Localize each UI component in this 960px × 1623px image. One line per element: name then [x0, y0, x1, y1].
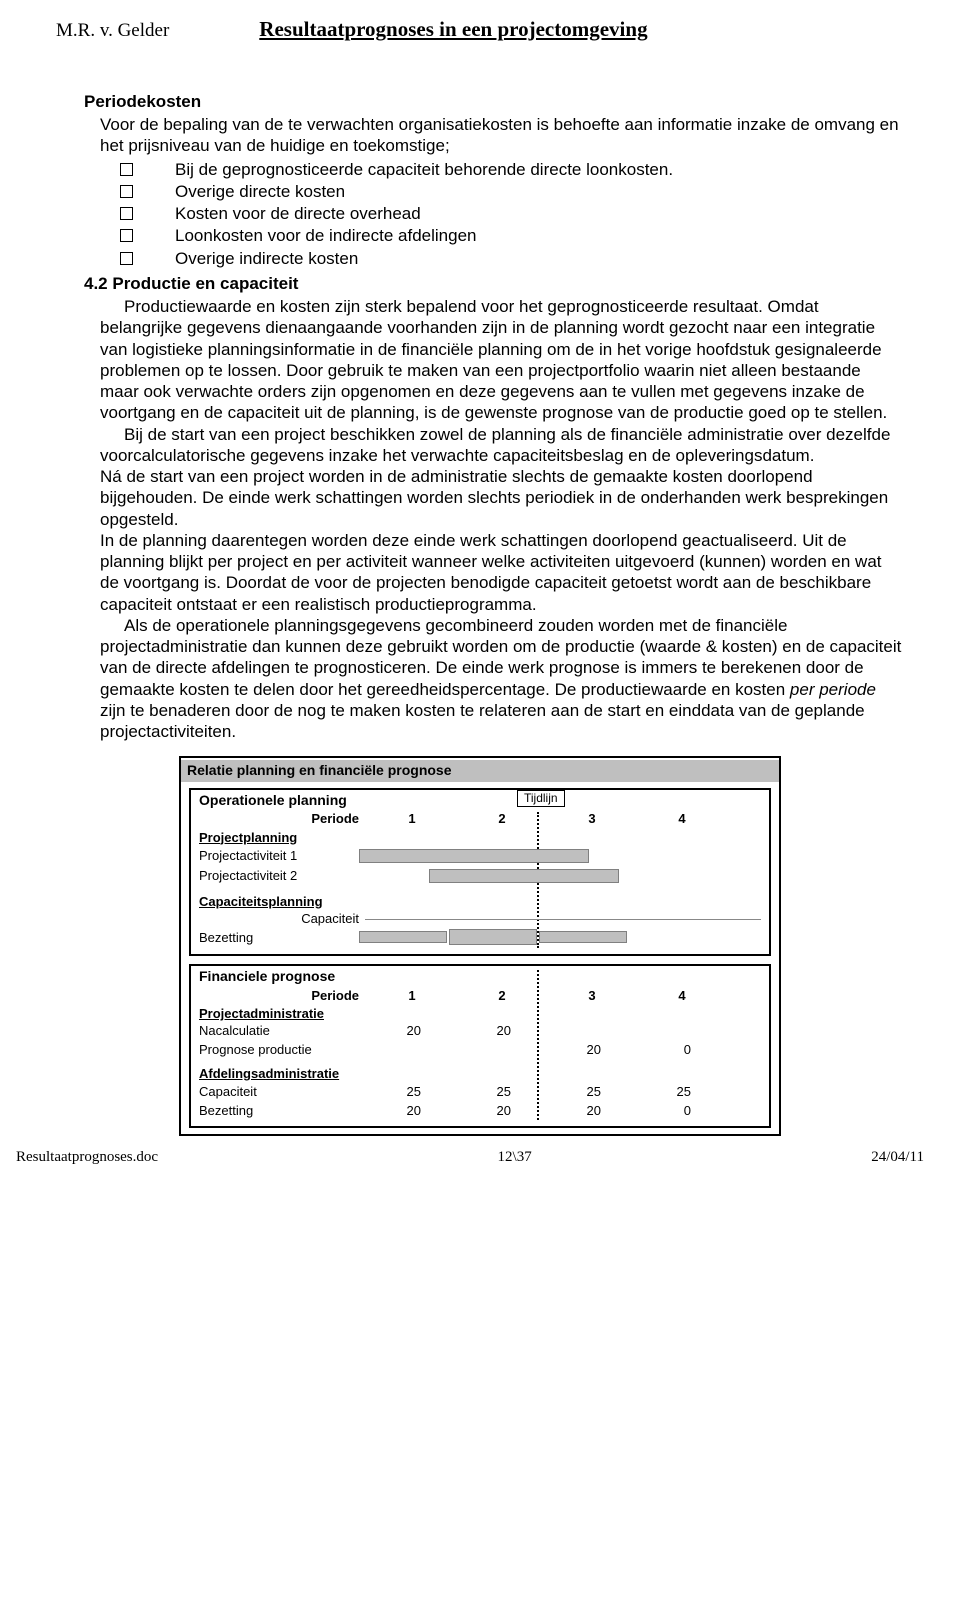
body-text: Productiewaarde en kosten zijn sterk bep… — [100, 296, 904, 742]
panel-financial-prognosis: Financiele prognose Periode 1 2 3 4 Proj… — [189, 964, 771, 1128]
tijdlijn-label: Tijdlijn — [517, 790, 565, 807]
checkbox-icon — [120, 252, 133, 265]
subsection-heading: 4.2 Productie en capaciteit — [84, 273, 904, 294]
bezetting-bar — [539, 931, 627, 943]
paragraph: In de planning daarentegen worden deze e… — [100, 530, 904, 615]
diagram-title: Relatie planning en financiële prognose — [181, 760, 779, 782]
checkbox-icon — [120, 163, 133, 176]
gantt-bar — [429, 869, 619, 883]
sub-title: Projectadministratie — [199, 1006, 761, 1022]
bezetting-bar — [359, 931, 447, 943]
bezetting-bar — [449, 929, 537, 945]
bezetting-row: Bezetting — [199, 928, 761, 948]
list-item: Kosten voor de directe overhead — [120, 203, 904, 224]
column-header: Periode 1 2 3 4 — [199, 811, 761, 827]
bullet-list: Bij de geprognosticeerde capaciteit beho… — [120, 159, 904, 269]
sub-title: Afdelingsadministratie — [199, 1066, 761, 1082]
page-footer: Resultaatprognoses.doc 12\37 24/04/11 — [16, 1148, 924, 1167]
footer-page: 12\37 — [498, 1148, 532, 1167]
checkbox-icon — [120, 229, 133, 242]
list-item: Bij de geprognosticeerde capaciteit beho… — [120, 159, 904, 180]
paragraph: Ná de start van een project worden in de… — [100, 466, 904, 530]
footer-date: 24/04/11 — [871, 1148, 924, 1167]
gantt-bar — [359, 849, 589, 863]
sub-title: Capaciteitsplanning — [199, 894, 761, 910]
paragraph: Als de operationele planningsgegevens ge… — [100, 615, 904, 743]
activity-row: Projectactiviteit 2 — [199, 866, 761, 886]
list-item: Overige directe kosten — [120, 181, 904, 202]
list-item: Overige indirecte kosten — [120, 248, 904, 269]
footer-filename: Resultaatprognoses.doc — [16, 1148, 158, 1167]
table-row: Nacalculatie 20 20 — [199, 1022, 761, 1041]
checkbox-icon — [120, 207, 133, 220]
table-row: Capaciteit 25 25 25 25 — [199, 1082, 761, 1101]
section-intro: Voor de bepaling van de te verwachten or… — [100, 114, 904, 157]
paragraph: Productiewaarde en kosten zijn sterk bep… — [100, 296, 904, 424]
column-header: Periode 1 2 3 4 — [199, 988, 761, 1004]
panel-title: Operationele planning — [199, 792, 761, 810]
list-item: Loonkosten voor de indirecte afdelingen — [120, 225, 904, 246]
section-heading: Periodekosten — [84, 91, 904, 112]
capacity-row: Capaciteit — [199, 910, 761, 928]
table-row: Bezetting 20 20 20 0 — [199, 1101, 761, 1120]
table-row: Prognose productie 20 0 — [199, 1041, 761, 1060]
document-title: Resultaatprognoses in een projectomgevin… — [259, 16, 647, 42]
timeline-divider — [537, 970, 539, 1120]
activity-row: Projectactiviteit 1 — [199, 846, 761, 866]
paragraph: Bij de start van een project beschikken … — [100, 424, 904, 467]
panel-operational-planning: Tijdlijn Operationele planning Periode 1… — [189, 788, 771, 956]
sub-title: Projectplanning — [199, 830, 761, 846]
checkbox-icon — [120, 185, 133, 198]
header-author: M.R. v. Gelder — [56, 19, 169, 43]
panel-title: Financiele prognose — [199, 968, 761, 986]
diagram: Relatie planning en financiële prognose … — [179, 756, 781, 1136]
